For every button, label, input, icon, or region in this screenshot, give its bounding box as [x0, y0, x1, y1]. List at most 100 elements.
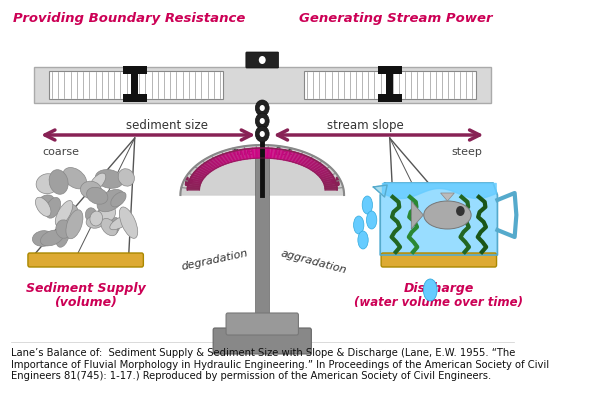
Polygon shape: [213, 157, 223, 166]
Polygon shape: [260, 148, 264, 158]
FancyBboxPatch shape: [122, 94, 147, 102]
Text: (volume): (volume): [54, 296, 117, 309]
Polygon shape: [373, 185, 387, 197]
Ellipse shape: [55, 221, 70, 247]
Polygon shape: [277, 149, 284, 159]
Polygon shape: [325, 183, 337, 187]
Polygon shape: [200, 165, 212, 172]
FancyBboxPatch shape: [381, 253, 497, 267]
Polygon shape: [237, 150, 244, 160]
Polygon shape: [229, 151, 238, 161]
Polygon shape: [205, 161, 216, 170]
Ellipse shape: [119, 207, 138, 238]
Ellipse shape: [90, 211, 103, 226]
Ellipse shape: [46, 198, 61, 218]
Polygon shape: [290, 152, 299, 162]
Ellipse shape: [39, 195, 54, 206]
Polygon shape: [219, 154, 229, 164]
Circle shape: [456, 206, 464, 216]
Circle shape: [256, 113, 269, 129]
Polygon shape: [293, 153, 302, 163]
Polygon shape: [188, 183, 200, 187]
Polygon shape: [298, 156, 308, 165]
FancyBboxPatch shape: [213, 328, 311, 354]
Polygon shape: [314, 167, 327, 174]
Ellipse shape: [49, 170, 68, 194]
Polygon shape: [271, 149, 276, 158]
Polygon shape: [287, 151, 295, 161]
Polygon shape: [202, 163, 214, 171]
Polygon shape: [197, 167, 210, 174]
Polygon shape: [380, 183, 497, 255]
Polygon shape: [181, 145, 344, 195]
Polygon shape: [325, 186, 337, 188]
Polygon shape: [190, 177, 203, 181]
FancyBboxPatch shape: [246, 52, 278, 68]
Circle shape: [259, 56, 266, 64]
Ellipse shape: [66, 210, 83, 239]
Polygon shape: [304, 158, 314, 167]
Ellipse shape: [97, 189, 124, 212]
Polygon shape: [321, 175, 334, 180]
Ellipse shape: [358, 231, 368, 249]
FancyBboxPatch shape: [256, 148, 269, 330]
FancyBboxPatch shape: [304, 71, 476, 99]
Circle shape: [260, 105, 265, 111]
Ellipse shape: [80, 181, 101, 198]
Polygon shape: [226, 152, 235, 162]
Polygon shape: [267, 148, 272, 158]
Polygon shape: [323, 179, 335, 183]
Polygon shape: [241, 149, 247, 159]
FancyBboxPatch shape: [122, 66, 147, 74]
FancyBboxPatch shape: [377, 66, 402, 74]
Text: Providing Boundary Resistance: Providing Boundary Resistance: [13, 12, 245, 25]
Polygon shape: [256, 148, 260, 158]
Ellipse shape: [55, 201, 73, 226]
Polygon shape: [207, 160, 218, 168]
Polygon shape: [318, 171, 331, 177]
Ellipse shape: [35, 197, 51, 216]
FancyBboxPatch shape: [131, 74, 138, 94]
Polygon shape: [233, 151, 241, 161]
Text: fine: fine: [233, 147, 254, 157]
Ellipse shape: [63, 168, 86, 189]
FancyBboxPatch shape: [386, 74, 393, 94]
Text: flat: flat: [275, 147, 293, 157]
Text: (water volume over time): (water volume over time): [355, 296, 523, 309]
Ellipse shape: [362, 196, 373, 214]
Text: Discharge: Discharge: [404, 282, 474, 295]
Text: Sediment Supply: Sediment Supply: [26, 282, 146, 295]
Ellipse shape: [62, 204, 79, 225]
Ellipse shape: [36, 174, 59, 194]
Ellipse shape: [424, 279, 437, 301]
Text: stream slope: stream slope: [327, 119, 404, 132]
Polygon shape: [252, 148, 257, 158]
Polygon shape: [324, 181, 336, 185]
Polygon shape: [306, 160, 317, 168]
Ellipse shape: [424, 201, 471, 229]
Polygon shape: [411, 201, 424, 229]
Polygon shape: [264, 148, 268, 158]
FancyBboxPatch shape: [49, 71, 223, 99]
FancyBboxPatch shape: [34, 67, 491, 103]
Ellipse shape: [111, 192, 126, 207]
Polygon shape: [196, 168, 208, 175]
Text: degradation: degradation: [181, 248, 249, 272]
Ellipse shape: [353, 216, 364, 234]
Ellipse shape: [109, 218, 120, 235]
Circle shape: [256, 100, 269, 116]
Text: sediment size: sediment size: [127, 119, 208, 132]
Polygon shape: [193, 173, 205, 178]
Polygon shape: [216, 156, 226, 165]
Polygon shape: [308, 161, 320, 170]
Polygon shape: [320, 173, 332, 178]
Ellipse shape: [40, 230, 64, 246]
Polygon shape: [191, 175, 203, 180]
Polygon shape: [187, 188, 199, 190]
Ellipse shape: [367, 211, 377, 229]
Ellipse shape: [86, 216, 104, 228]
Polygon shape: [223, 153, 232, 163]
Polygon shape: [274, 149, 280, 159]
Text: Lane’s Balance of:  Sediment Supply & Sediment Size with Slope & Discharge (Lane: Lane’s Balance of: Sediment Supply & Sed…: [11, 348, 549, 381]
Polygon shape: [301, 157, 311, 166]
